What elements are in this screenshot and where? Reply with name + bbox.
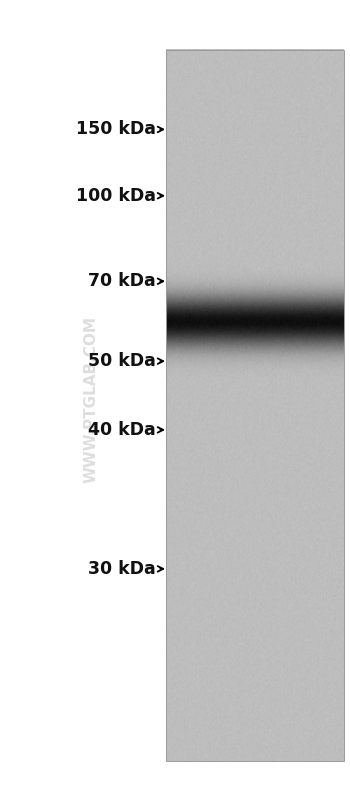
Text: 50 kDa: 50 kDa	[88, 352, 156, 370]
Text: WWW.PTGLAB.COM: WWW.PTGLAB.COM	[84, 316, 98, 483]
Text: 30 kDa: 30 kDa	[88, 560, 156, 578]
Text: 150 kDa: 150 kDa	[76, 121, 156, 138]
Text: 70 kDa: 70 kDa	[88, 272, 156, 290]
Text: 40 kDa: 40 kDa	[88, 421, 156, 439]
Bar	[166, 50, 344, 761]
Text: 100 kDa: 100 kDa	[76, 187, 156, 205]
